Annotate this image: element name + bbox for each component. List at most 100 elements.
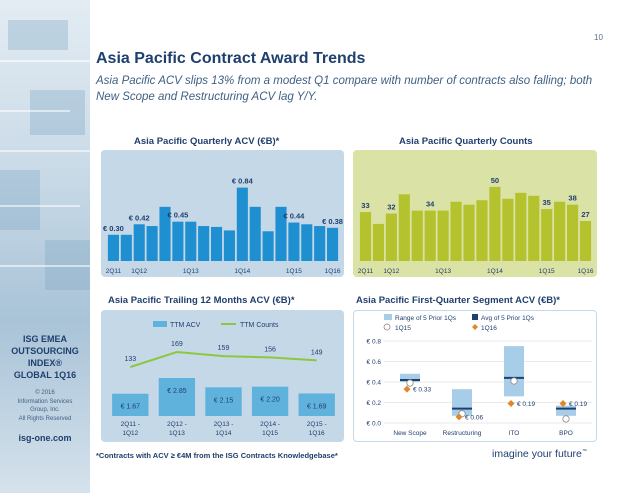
segment-chart-svg: Range of 5 Prior 1Qs Avg of 5 Prior 1Qs 1Q… — [367, 314, 592, 437]
acv-bar — [146, 226, 158, 261]
category-label: Restructuring — [443, 430, 482, 437]
sidebar-pattern — [8, 20, 68, 50]
acv-bar — [249, 206, 261, 261]
sidebar-stripe — [0, 60, 90, 62]
legend-label-1q16: 1Q16 — [481, 325, 497, 332]
category-label: ITO — [509, 430, 520, 437]
y-tick-label: € 0.4 — [367, 380, 382, 387]
acv-data-label: € 0.45 — [167, 211, 188, 220]
marker-1q16 — [403, 385, 411, 393]
acv-bar — [262, 231, 274, 261]
acv-bar — [120, 234, 132, 261]
counts-tick-label: 1Q16 — [578, 268, 594, 275]
acv-bar — [301, 224, 313, 261]
acv-bar — [211, 226, 223, 261]
legend-swatch-range — [384, 314, 392, 320]
index-line: OUTSOURCING — [11, 346, 79, 356]
marker-1q15 — [406, 379, 414, 387]
acv-bar — [288, 222, 300, 261]
copyright-line: Group, Inc. — [30, 407, 60, 413]
index-line: GLOBAL 1Q16 — [13, 370, 77, 380]
data-label-1q16: € 0.06 — [465, 414, 483, 421]
range-bar — [400, 373, 420, 382]
ttm-acv-data-label: € 2.85 — [167, 388, 187, 395]
acv-chart: € 0.30 € 0.42 € 0.45 € 0.84 € 0.44 € 0.38 2Q11… — [101, 150, 344, 277]
legend-label-1q15: 1Q15 — [395, 325, 411, 332]
sidebar-stripe — [0, 265, 90, 267]
copyright-line: © 2016 — [35, 390, 55, 396]
counts-data-label: 33 — [361, 201, 369, 210]
trademark-mark: ™ — [581, 448, 587, 455]
legend-swatch-1q15 — [383, 323, 391, 331]
data-label-1q16: € 0.19 — [569, 401, 587, 408]
ttm-acv-bar — [251, 386, 289, 416]
acv-bar — [275, 206, 287, 261]
page-title: Asia Pacific Contract Award Trends — [96, 50, 366, 67]
category-label: New Scope — [393, 430, 427, 437]
ttm-counts-data-label: 156 — [264, 346, 276, 353]
ttm-chart-svg: TTM ACV TTM Counts € 1.67 2Q11 - 1Q12 € 2.85 2… — [112, 321, 335, 437]
counts-bar — [579, 220, 592, 261]
index-badge: ISG EMEA OUTSOURCING INDEX® GLOBAL 1Q16 — [0, 333, 90, 381]
sidebar-pattern — [30, 90, 85, 135]
acv-bar — [314, 226, 326, 261]
marker-1q16 — [455, 413, 463, 421]
page-subtitle: Asia Pacific ACV slips 13% from a modest… — [96, 75, 593, 103]
ttm-category-label: 1Q14 — [216, 430, 232, 437]
counts-data-label: 35 — [543, 198, 551, 207]
ttm-chart: TTM ACV TTM Counts € 1.67 2Q11 - 1Q12 € 2.85 2… — [101, 310, 344, 442]
counts-tick-label: 1Q15 — [539, 268, 555, 275]
ttm-category-label: 2Q12 - — [167, 421, 187, 428]
tagline: imagine your future™ — [492, 448, 587, 460]
counts-data-label: 27 — [581, 210, 589, 219]
data-label-1q16: € 0.19 — [517, 401, 535, 408]
counts-bar — [359, 212, 372, 261]
acv-bar — [236, 187, 248, 261]
ttm-acv-data-label: € 2.15 — [214, 397, 234, 404]
ttm-acv-data-label: € 2.20 — [260, 397, 280, 404]
sidebar-stripe — [0, 110, 70, 112]
counts-bar — [567, 204, 579, 261]
counts-bar — [528, 195, 540, 261]
ttm-category-label: 1Q16 — [309, 430, 325, 437]
acv-data-label: € 0.84 — [232, 177, 254, 186]
legend-label-avg: Avg of 5 Prior 1Qs — [481, 315, 535, 322]
counts-bar — [385, 213, 397, 261]
ttm-category-label: 2Q13 - — [214, 421, 234, 428]
ttm-acv-data-label: € 1.67 — [121, 404, 141, 411]
y-tick-label: € 0.8 — [367, 339, 382, 346]
counts-bar — [450, 201, 462, 261]
data-label-1q16: € 0.33 — [413, 387, 431, 394]
ttm-counts-data-label: 133 — [124, 356, 136, 363]
counts-data-label: 50 — [491, 176, 499, 185]
acv-chart-svg: € 0.30 € 0.42 € 0.45 € 0.84 € 0.44 € 0.38 2Q11… — [103, 177, 343, 275]
range-bar — [504, 346, 524, 397]
acv-data-label: € 0.42 — [129, 213, 150, 222]
y-tick-label: € 0.6 — [367, 359, 382, 366]
marker-1q16 — [507, 400, 515, 408]
y-tick-label: € 0.2 — [367, 400, 382, 407]
marker-1q15 — [562, 415, 570, 423]
ttm-category-label: 1Q13 — [169, 430, 185, 437]
sidebar-pattern — [0, 170, 40, 230]
counts-bar — [398, 194, 410, 261]
counts-bar — [372, 223, 384, 261]
range-bar — [556, 405, 576, 416]
website-link[interactable]: isg-one.com — [18, 433, 72, 443]
legend-label-ttm-acv: TTM ACV — [170, 322, 201, 329]
acv-bar — [223, 230, 235, 261]
ttm-acv-bar — [158, 378, 196, 416]
sidebar-stripe — [0, 150, 90, 152]
counts-bar — [437, 210, 449, 261]
counts-bar — [424, 210, 436, 261]
acv-tick-label: 1Q13 — [183, 268, 199, 275]
index-line: ISG EMEA — [22, 334, 67, 344]
ttm-category-label: 1Q12 — [122, 430, 138, 437]
ttm-category-label: 2Q14 - — [260, 421, 280, 428]
counts-bar — [489, 186, 501, 261]
marker-1q15 — [510, 377, 518, 385]
acv-tick-label: 1Q14 — [234, 268, 250, 275]
segment-chart: Range of 5 Prior 1Qs Avg of 5 Prior 1Qs 1Q… — [353, 310, 597, 442]
segment-chart-title: Asia Pacific First-Quarter Segment ACV (… — [356, 295, 560, 306]
legend-label-range: Range of 5 Prior 1Qs — [395, 315, 457, 322]
